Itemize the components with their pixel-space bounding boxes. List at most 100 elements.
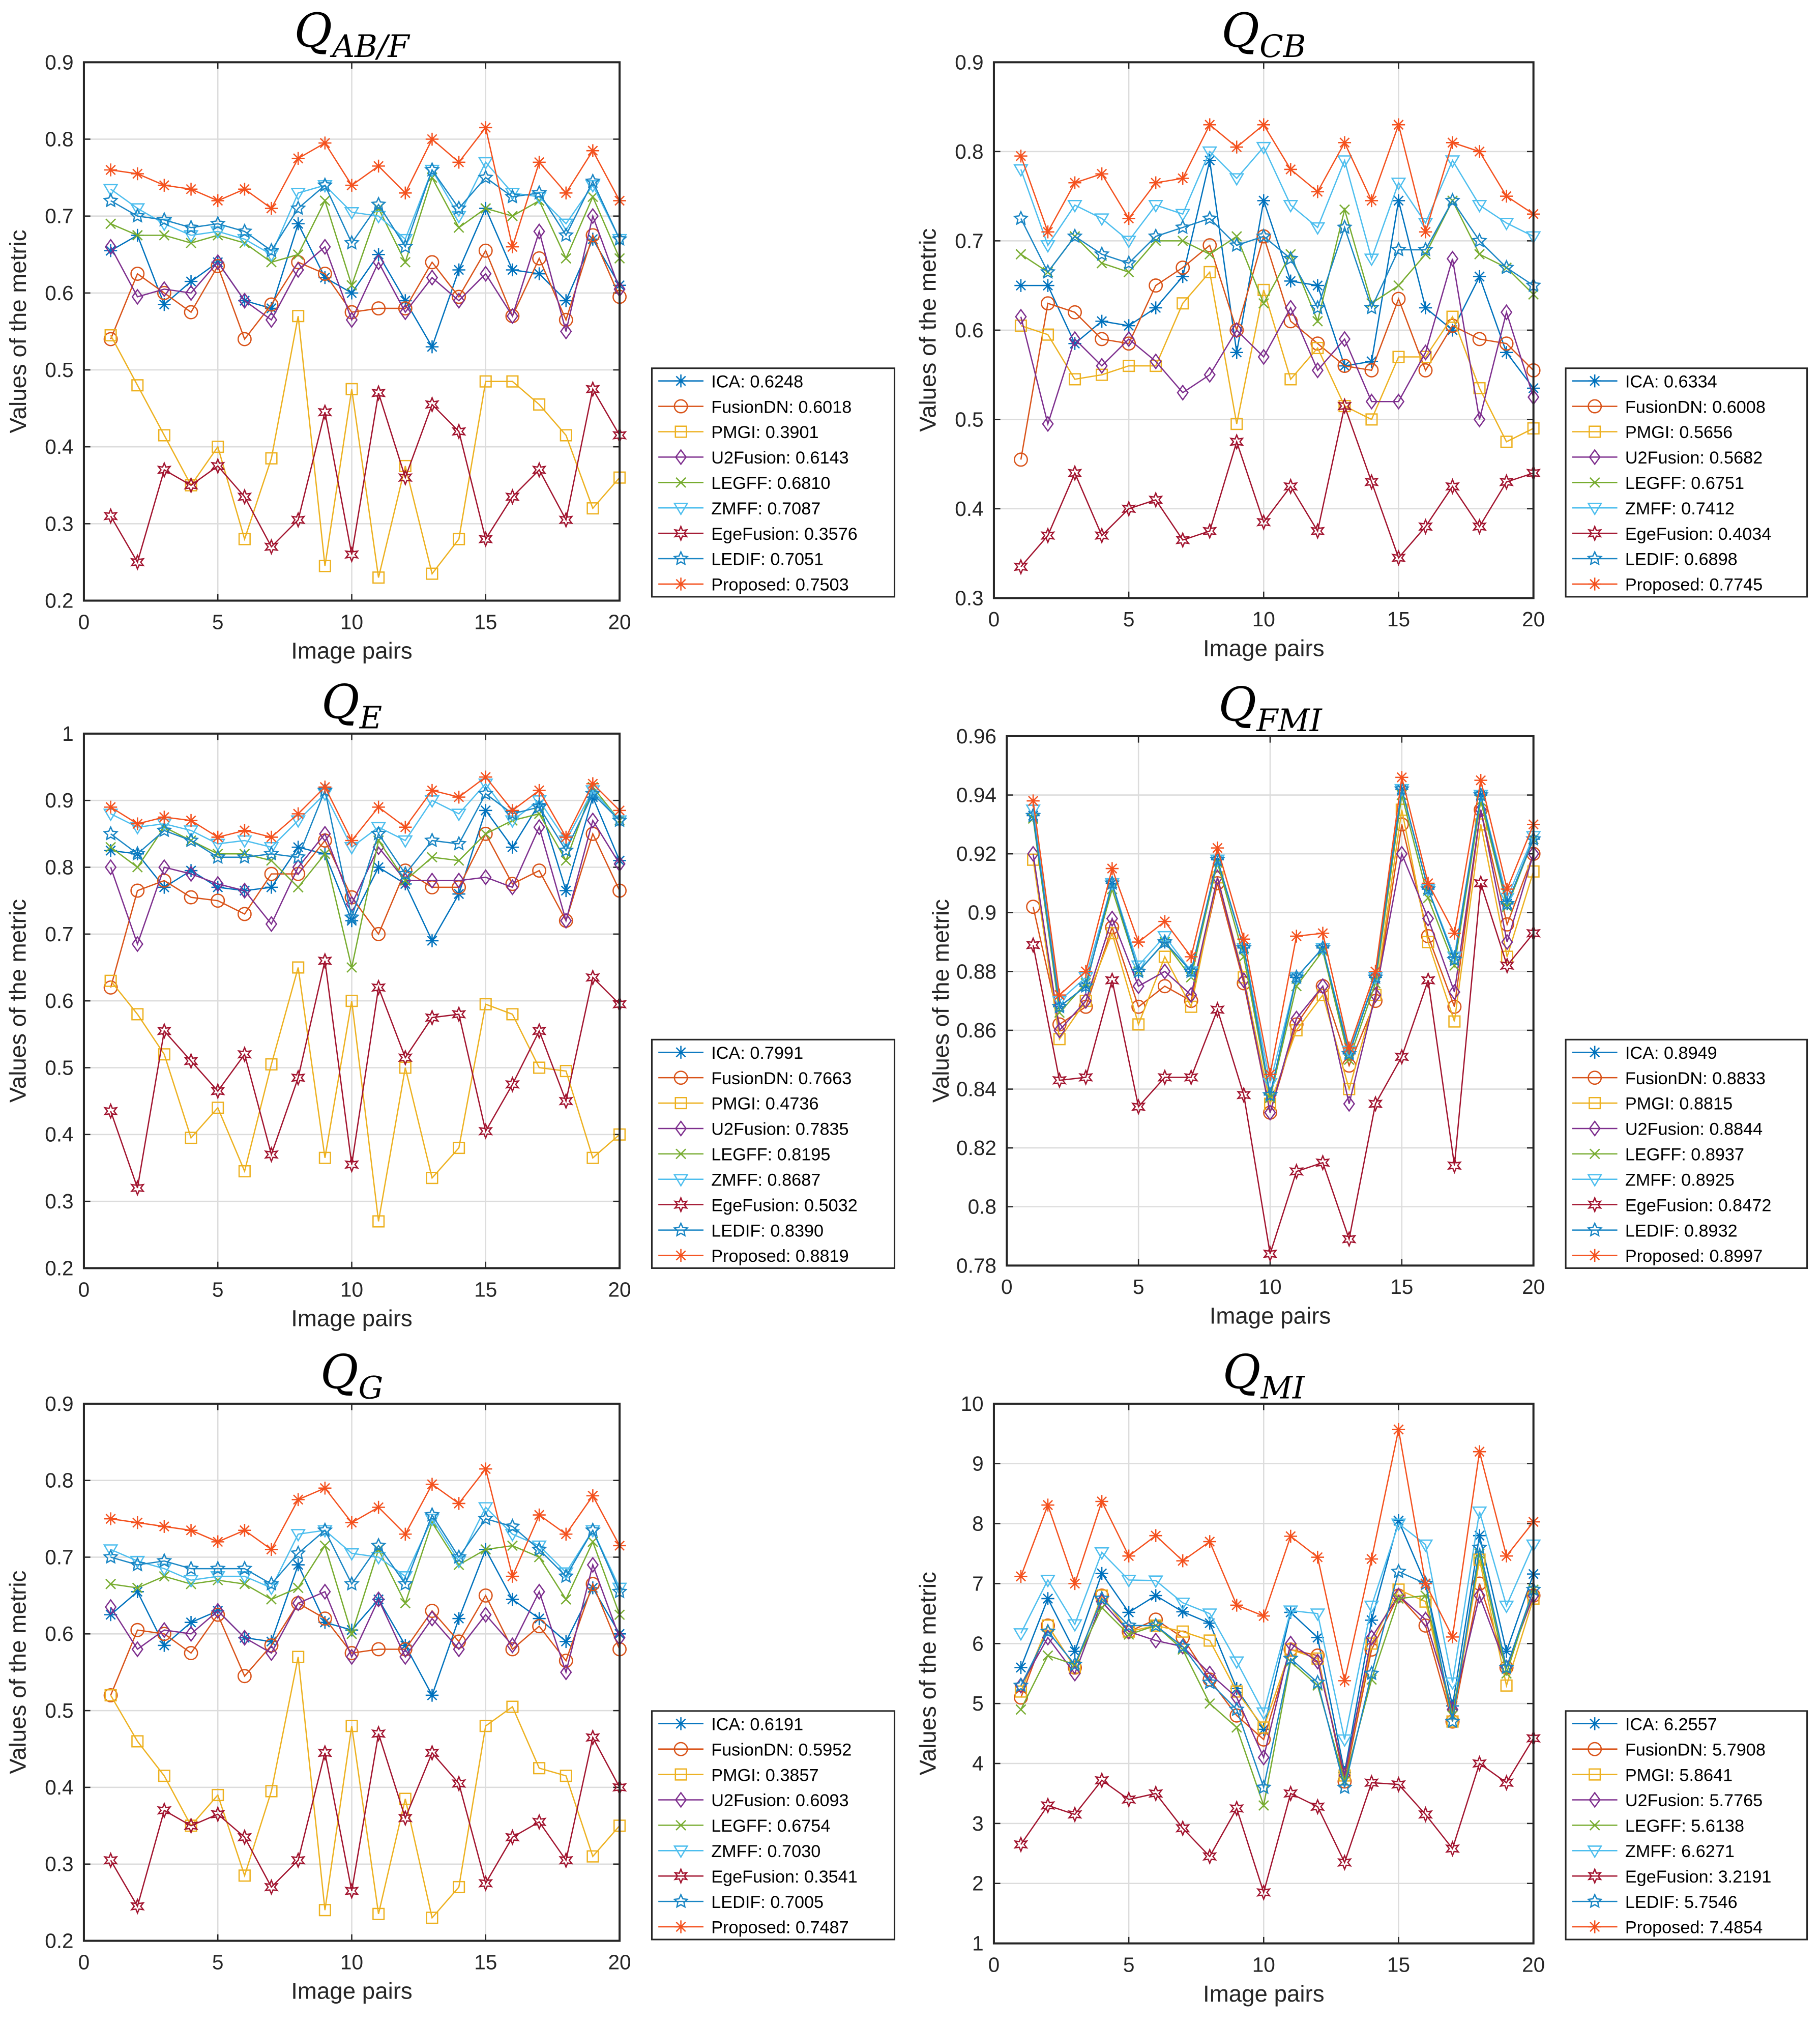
asterisk-marker: [1041, 1592, 1054, 1605]
axes-box: [82, 61, 621, 602]
asterisk-marker: [1473, 145, 1486, 158]
y-tick-label: 0.6: [45, 281, 73, 305]
square-marker: [1150, 360, 1162, 372]
asterisk-marker: [265, 201, 278, 215]
square-marker: [426, 567, 438, 580]
series-line: [110, 315, 620, 578]
hexagram-marker: [344, 546, 359, 563]
circle-marker: [1364, 363, 1379, 378]
asterisk-marker: [674, 1717, 688, 1730]
series-ledif: [1025, 780, 1542, 1102]
hexagram-marker: [1499, 1774, 1514, 1791]
cross-marker: [507, 1540, 518, 1551]
circle-marker: [1588, 1742, 1602, 1756]
diamond-marker: [1230, 1689, 1243, 1706]
hexagram-marker: [1131, 1098, 1146, 1115]
asterisk-marker: [1446, 1699, 1459, 1713]
asterisk-marker: [345, 834, 359, 847]
hexagram-marker: [1473, 875, 1488, 892]
pentagram-marker: [156, 822, 172, 837]
chart-title: QG: [320, 1345, 384, 1406]
legend-entry-ledif: LEDIF: 0.7005: [658, 1893, 824, 1912]
legend-separator: :: [1671, 499, 1681, 518]
square-marker: [1500, 436, 1513, 448]
series-pmgi: [104, 961, 626, 1228]
square-marker: [372, 571, 385, 584]
y-tick-label: 0.9: [45, 1392, 73, 1415]
asterisk-marker: [674, 1920, 688, 1933]
asterisk-marker: [211, 881, 224, 894]
y-tick-label: 0.3: [45, 1190, 73, 1213]
legend-series-name: PMGI: [711, 1094, 756, 1114]
hexagram-marker: [130, 1897, 145, 1915]
x-tick-label: 0: [988, 1953, 1000, 1976]
legend-series-name: ZMFF: [1625, 1170, 1671, 1190]
legend-value: 5.6138: [1691, 1816, 1744, 1836]
legend-series-name: FusionDN: [711, 397, 788, 417]
y-tick-label: 0.9: [968, 901, 996, 924]
diamond-marker: [480, 265, 492, 282]
asterisk-marker: [211, 194, 224, 208]
asterisk-marker: [1041, 1498, 1054, 1512]
triangle-down-marker: [1337, 1734, 1353, 1748]
legend-entry-zmff: ZMFF: 6.6271: [1572, 1842, 1735, 1861]
asterisk-marker: [372, 800, 385, 814]
x-tick-label: 5: [1123, 608, 1135, 631]
asterisk-marker: [1014, 149, 1028, 163]
pentagram-marker: [183, 1560, 199, 1576]
y-tick-label: 0.2: [45, 1256, 73, 1280]
legend-series-name: LEGFF: [1625, 1145, 1681, 1165]
legend-separator: :: [786, 575, 796, 595]
asterisk-marker: [1257, 1723, 1270, 1736]
diamond-marker: [212, 876, 224, 892]
legend-series-name: LEDIF: [711, 1221, 760, 1240]
legend-value: 0.7087: [768, 499, 821, 518]
hexagram-marker: [371, 979, 386, 996]
pentagram-marker: [129, 208, 145, 223]
legend-label: LEGFF: 0.8195: [711, 1145, 830, 1165]
diamond-marker: [506, 879, 519, 896]
legend-series-name: LEDIF: [1625, 1221, 1675, 1240]
asterisk-marker: [506, 1593, 519, 1606]
legend-label: PMGI: 5.8641: [1625, 1766, 1733, 1785]
chart-title: QMI: [1223, 1345, 1306, 1406]
cross-marker: [507, 211, 518, 222]
square-marker: [586, 1151, 599, 1164]
asterisk-marker: [1149, 1529, 1162, 1542]
hexagram-marker: [1364, 473, 1379, 490]
legend-separator: :: [788, 1069, 798, 1088]
series-proposed: [104, 770, 626, 847]
pentagram-marker: [1390, 1563, 1407, 1579]
legend-value: 0.6751: [1691, 474, 1744, 493]
pentagram-marker: [1444, 192, 1461, 208]
circle-marker: [1157, 979, 1172, 994]
triangle-down-marker: [1040, 240, 1055, 253]
y-tick-label: 0.82: [956, 1136, 996, 1160]
legend-entry-egefusion: EgeFusion: 3.2191: [1572, 1867, 1771, 1887]
diamond-marker: [319, 1583, 331, 1600]
y-tick-label: 0.9: [955, 50, 983, 74]
circle-marker: [1176, 261, 1190, 275]
subplot-e: 0 5 10 15 20 0.2 0.3 0.4 0.5 0.6 0.7 0.8 0.9 1 Image p…: [5, 675, 896, 1332]
triangle-down-marker: [1121, 236, 1137, 249]
hexagram-marker: [1394, 1048, 1410, 1065]
diamond-marker: [1264, 1104, 1276, 1121]
asterisk-marker: [586, 1489, 600, 1502]
asterisk-marker: [560, 1635, 573, 1648]
asterisk-marker: [1122, 1549, 1135, 1563]
diamond-marker: [586, 1556, 599, 1573]
legend-series-name: ZMFF: [1625, 499, 1671, 518]
pentagram-marker: [1201, 210, 1218, 225]
y-tick-label: 0.88: [956, 960, 996, 983]
square-marker: [131, 1008, 144, 1021]
asterisk-marker: [1184, 950, 1198, 964]
hexagram-marker: [103, 1852, 119, 1869]
x-tick-label: 15: [1387, 608, 1410, 631]
y-tick-label: 0.3: [45, 1853, 73, 1876]
series-egefusion: [103, 1725, 627, 1915]
pentagram-marker: [397, 865, 414, 881]
diamond-marker: [426, 1610, 438, 1627]
legend-series-name: U2Fusion: [711, 1120, 786, 1139]
pentagram-marker: [210, 1560, 226, 1576]
